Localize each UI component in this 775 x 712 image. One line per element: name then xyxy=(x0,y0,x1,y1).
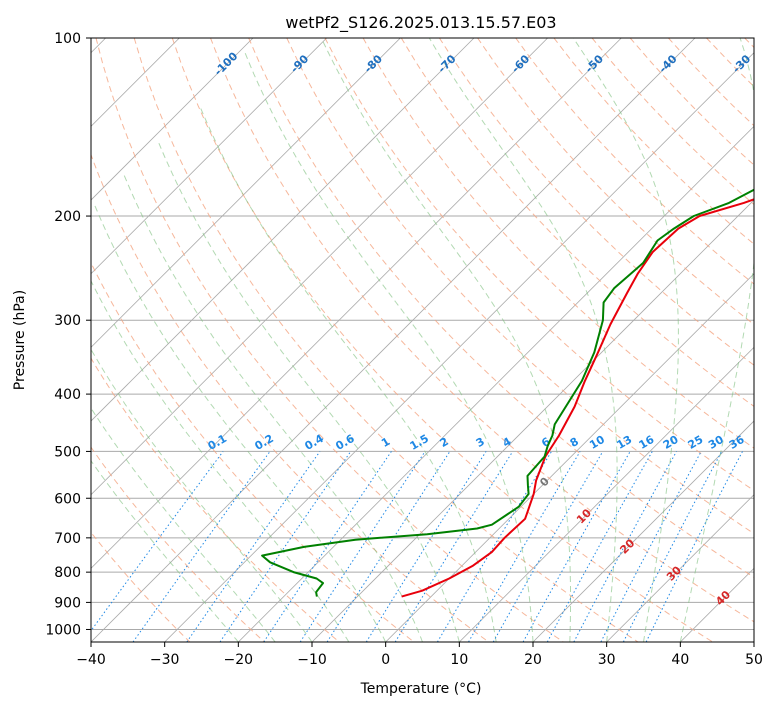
dry-adiabat-line xyxy=(516,38,775,642)
isotherm-line xyxy=(680,38,775,642)
isotherm-label: 0 xyxy=(537,475,552,490)
dry-adiabat-line xyxy=(58,38,489,642)
x-tick-label: −40 xyxy=(76,652,106,668)
isotherm-label: -100 xyxy=(212,49,241,78)
mixing-ratio-label: 10 xyxy=(587,433,607,452)
x-tick-label: 50 xyxy=(745,652,763,668)
mixing-ratio-line xyxy=(83,451,223,642)
mixing-ratio-label: 16 xyxy=(637,433,657,452)
mixing-ratio-line xyxy=(300,451,425,642)
mixing-ratio-label: 1 xyxy=(379,435,392,450)
dry-adiabat-line xyxy=(0,38,265,642)
y-tick-label: 900 xyxy=(54,595,81,611)
plot-frame xyxy=(91,38,754,642)
x-tick-label: −20 xyxy=(224,652,254,668)
x-axis-title: Temperature (°C) xyxy=(360,681,482,697)
mixing-ratio-label: 1.5 xyxy=(408,432,431,453)
moist-adiabat-line xyxy=(200,105,497,642)
mixing-ratio-line xyxy=(469,451,581,642)
y-tick-label: 600 xyxy=(54,491,81,507)
mixing-ratio-label: 2 xyxy=(438,435,451,450)
dry-adiabat-line xyxy=(554,38,775,642)
mixing-ratio-label: 0.4 xyxy=(303,432,327,453)
dry-adiabat-line xyxy=(20,38,414,642)
x-tick-label: −10 xyxy=(297,652,327,668)
mixing-ratio-label: 20 xyxy=(661,433,681,452)
y-tick-label: 100 xyxy=(54,31,81,47)
mixing-ratio-label: 30 xyxy=(706,433,726,452)
mixing-ratio-line xyxy=(264,451,392,642)
mixing-ratio-label: 8 xyxy=(568,435,581,450)
moist-adiabat-line xyxy=(0,293,238,642)
x-tick-label: 20 xyxy=(524,652,542,668)
moist-adiabat-line xyxy=(43,252,312,642)
mixing-ratio-line xyxy=(366,451,486,642)
isotherm-line xyxy=(0,38,253,642)
moist-adiabat-line xyxy=(321,38,570,642)
dry-adiabat-line xyxy=(745,38,775,642)
isotherm-label: -30 xyxy=(730,52,753,75)
x-tick-label: 30 xyxy=(598,652,616,668)
isotherm-line xyxy=(754,38,775,642)
mixing-ratio-label: 0.6 xyxy=(333,432,357,453)
x-tick-label: −30 xyxy=(150,652,180,668)
y-tick-label: 300 xyxy=(54,313,81,329)
isotherm-label: -50 xyxy=(583,52,606,75)
isotherm-label: -90 xyxy=(288,52,311,75)
chart-title: wetPf2_S126.2025.013.15.57.E03 xyxy=(285,13,556,33)
dry-adiabat-line xyxy=(0,38,190,642)
y-tick-label: 700 xyxy=(54,531,81,547)
y-tick-label: 400 xyxy=(54,387,81,403)
dry-adiabat-line xyxy=(0,38,339,642)
isotherm-label: 30 xyxy=(664,563,684,583)
isotherm-line xyxy=(0,38,548,642)
mixing-ratio-line xyxy=(601,451,701,642)
mixing-ratio-label: 36 xyxy=(727,433,747,452)
mixing-ratio-line xyxy=(327,451,450,642)
isotherm-label: -70 xyxy=(435,52,458,75)
dewpoint-profile-line xyxy=(262,38,775,597)
dry-adiabat-line xyxy=(249,38,775,642)
x-tick-label: 10 xyxy=(450,652,468,668)
y-tick-label: 200 xyxy=(54,209,81,225)
dry-adiabat-line xyxy=(707,38,775,642)
x-tick-label: 0 xyxy=(381,652,390,668)
isotherm-label: 40 xyxy=(713,588,733,608)
isotherm-label: 20 xyxy=(617,536,637,556)
mixing-ratio-label: 25 xyxy=(686,433,706,452)
isotherm-line xyxy=(312,38,775,642)
mixing-ratio-line xyxy=(437,451,551,642)
y-tick-label: 500 xyxy=(54,444,81,460)
y-axis-title: Pressure (hPa) xyxy=(12,290,28,390)
x-tick-label: 40 xyxy=(671,652,689,668)
isotherm-line xyxy=(459,38,775,642)
y-tick-label: 1000 xyxy=(45,622,81,638)
isotherm-line xyxy=(17,38,621,642)
dry-adiabat-line xyxy=(630,38,775,642)
isotherm-label: 10 xyxy=(574,506,594,526)
dry-adiabat-line xyxy=(592,38,775,642)
mixing-ratio-line xyxy=(646,451,742,642)
y-tick-label: 800 xyxy=(54,565,81,581)
isotherm-line xyxy=(0,38,400,642)
mixing-ratio-label: 0.2 xyxy=(253,432,276,453)
dry-adiabat-line xyxy=(439,38,775,642)
isotherm-label: -80 xyxy=(362,52,385,75)
